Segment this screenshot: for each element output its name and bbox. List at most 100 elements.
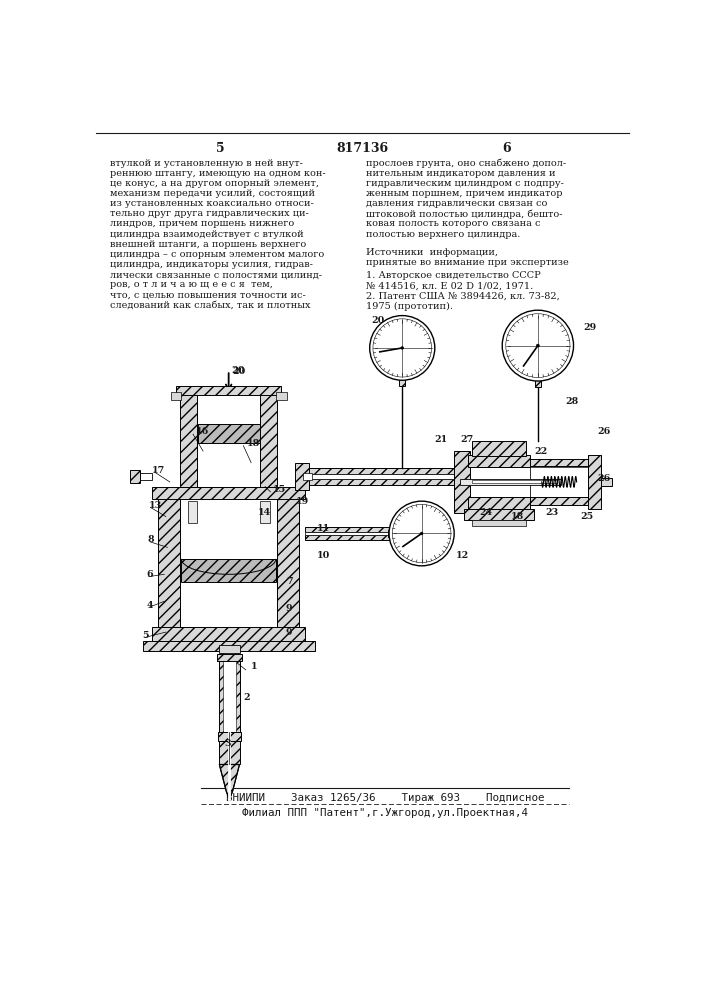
Text: 13: 13 bbox=[149, 500, 162, 510]
Bar bbox=[305, 527, 391, 532]
Bar bbox=[260, 393, 277, 487]
Text: 26: 26 bbox=[597, 474, 611, 483]
Text: из установленных коаксиально относи-: из установленных коаксиально относи- bbox=[110, 199, 314, 208]
Text: 817136: 817136 bbox=[336, 142, 388, 155]
Bar bbox=[170, 392, 182, 400]
Bar bbox=[130, 470, 139, 483]
Text: Филиал ППП "Патент",г.Ужгород,ул.Проектная,4: Филиал ППП "Патент",г.Ужгород,ул.Проектн… bbox=[243, 808, 528, 818]
Text: 2. Патент США № 3894426, кл. 73-82,: 2. Патент США № 3894426, кл. 73-82, bbox=[366, 292, 559, 301]
Text: 24: 24 bbox=[480, 508, 493, 517]
Bar bbox=[180, 393, 197, 487]
Text: цилиндра – с опорным элементом малого: цилиндра – с опорным элементом малого bbox=[110, 250, 325, 259]
Bar bbox=[305, 532, 391, 535]
Text: полостью верхнего цилиндра.: полостью верхнего цилиндра. bbox=[366, 230, 520, 239]
Text: 1. Авторское свидетельство СССР: 1. Авторское свидетельство СССР bbox=[366, 271, 541, 280]
Text: 1: 1 bbox=[251, 662, 258, 671]
Bar bbox=[468, 467, 530, 497]
Bar bbox=[387, 530, 395, 537]
Bar bbox=[534, 379, 541, 387]
Bar bbox=[472, 520, 526, 526]
Text: 7: 7 bbox=[286, 578, 293, 586]
Bar bbox=[260, 501, 270, 523]
Bar bbox=[277, 497, 299, 627]
Text: 20: 20 bbox=[233, 367, 246, 376]
Text: реннюю штангу, имеющую на одном кон-: реннюю штангу, имеющую на одном кон- bbox=[110, 169, 326, 178]
Bar bbox=[223, 659, 235, 732]
Bar bbox=[303, 473, 312, 480]
Text: № 414516, кл. Е 02 D 1/02, 1971.: № 414516, кл. Е 02 D 1/02, 1971. bbox=[366, 281, 533, 290]
Bar bbox=[219, 659, 240, 732]
Bar bbox=[472, 441, 526, 456]
Bar bbox=[472, 480, 557, 483]
Text: 14: 14 bbox=[257, 508, 271, 517]
Bar bbox=[219, 741, 240, 764]
Text: принятые во внимание при экспертизе: принятые во внимание при экспертизе bbox=[366, 258, 568, 267]
Text: 23: 23 bbox=[546, 508, 559, 517]
Bar bbox=[152, 487, 305, 499]
Bar bbox=[305, 479, 469, 485]
Text: 2: 2 bbox=[243, 693, 250, 702]
Text: штоковой полостью цилиндра, бешто-: штоковой полостью цилиндра, бешто- bbox=[366, 209, 562, 219]
Text: 15: 15 bbox=[273, 485, 286, 494]
Bar bbox=[601, 478, 612, 486]
Bar bbox=[460, 479, 561, 485]
Text: 18: 18 bbox=[247, 439, 260, 448]
Text: 16: 16 bbox=[195, 427, 209, 436]
Text: 12: 12 bbox=[456, 551, 469, 560]
Circle shape bbox=[389, 501, 454, 566]
Bar bbox=[135, 473, 152, 480]
Bar bbox=[464, 509, 534, 520]
Text: нительным индикатором давления и: нительным индикатором давления и bbox=[366, 169, 555, 178]
Bar bbox=[305, 535, 391, 540]
Bar bbox=[219, 645, 240, 653]
Text: 17: 17 bbox=[152, 466, 165, 475]
Bar bbox=[296, 463, 309, 490]
Bar bbox=[187, 501, 197, 523]
Text: ров, о т л и ч а ю щ е е с я  тем,: ров, о т л и ч а ю щ е е с я тем, bbox=[110, 280, 273, 289]
Text: 20: 20 bbox=[371, 316, 385, 325]
Bar bbox=[399, 379, 405, 386]
Text: 20: 20 bbox=[232, 366, 245, 375]
Bar bbox=[276, 392, 287, 400]
Bar bbox=[530, 466, 588, 497]
Text: втулкой и установленную в ней внут-: втулкой и установленную в ней внут- bbox=[110, 158, 303, 167]
Text: лически связанные с полостями цилинд-: лически связанные с полостями цилинд- bbox=[110, 270, 322, 279]
Text: 3: 3 bbox=[224, 739, 230, 748]
Bar bbox=[530, 459, 588, 466]
Text: 19: 19 bbox=[296, 497, 309, 506]
Bar bbox=[198, 424, 259, 443]
Circle shape bbox=[392, 504, 451, 563]
Bar bbox=[588, 455, 601, 509]
Text: 9: 9 bbox=[286, 604, 293, 613]
Circle shape bbox=[537, 344, 539, 347]
Text: Источники  информации,: Источники информации, bbox=[366, 248, 498, 257]
Text: 25: 25 bbox=[580, 512, 594, 521]
Text: цилиндра, индикаторы усилия, гидрав-: цилиндра, индикаторы усилия, гидрав- bbox=[110, 260, 313, 269]
Text: це конус, а на другом опорный элемент,: це конус, а на другом опорный элемент, bbox=[110, 179, 319, 188]
Bar bbox=[143, 641, 315, 651]
Bar bbox=[176, 386, 281, 395]
Text: 21: 21 bbox=[435, 435, 448, 444]
Text: 22: 22 bbox=[534, 447, 547, 456]
Text: внешней штанги, а поршень верхнего: внешней штанги, а поршень верхнего bbox=[110, 240, 306, 249]
Bar bbox=[468, 497, 530, 509]
Text: 27: 27 bbox=[460, 435, 474, 444]
Text: 29: 29 bbox=[583, 323, 596, 332]
Text: 6: 6 bbox=[146, 570, 153, 579]
Text: что, с целью повышения точности ис-: что, с целью повышения точности ис- bbox=[110, 291, 306, 300]
Circle shape bbox=[373, 319, 431, 377]
Bar bbox=[218, 732, 241, 741]
Text: женным поршнем, причем индикатор: женным поршнем, причем индикатор bbox=[366, 189, 562, 198]
Bar bbox=[158, 497, 180, 627]
Circle shape bbox=[370, 316, 435, 380]
Bar bbox=[305, 468, 469, 474]
Text: 8: 8 bbox=[147, 535, 154, 544]
Bar bbox=[152, 627, 305, 641]
Text: 4: 4 bbox=[146, 601, 153, 610]
Text: давления гидравлически связан со: давления гидравлически связан со bbox=[366, 199, 547, 208]
Circle shape bbox=[506, 314, 570, 377]
Text: линдров, причем поршень нижнего: линдров, причем поршень нижнего bbox=[110, 219, 294, 228]
Circle shape bbox=[401, 347, 404, 349]
Text: механизм передачи усилий, состоящий: механизм передачи усилий, состоящий bbox=[110, 189, 315, 198]
Text: 5: 5 bbox=[216, 142, 224, 155]
